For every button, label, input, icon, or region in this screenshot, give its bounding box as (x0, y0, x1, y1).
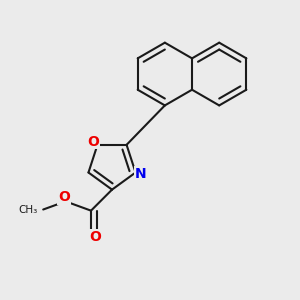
Text: N: N (134, 167, 146, 181)
Text: O: O (89, 230, 101, 244)
Text: O: O (88, 134, 99, 148)
Text: O: O (58, 190, 70, 204)
Text: CH₃: CH₃ (18, 205, 37, 214)
